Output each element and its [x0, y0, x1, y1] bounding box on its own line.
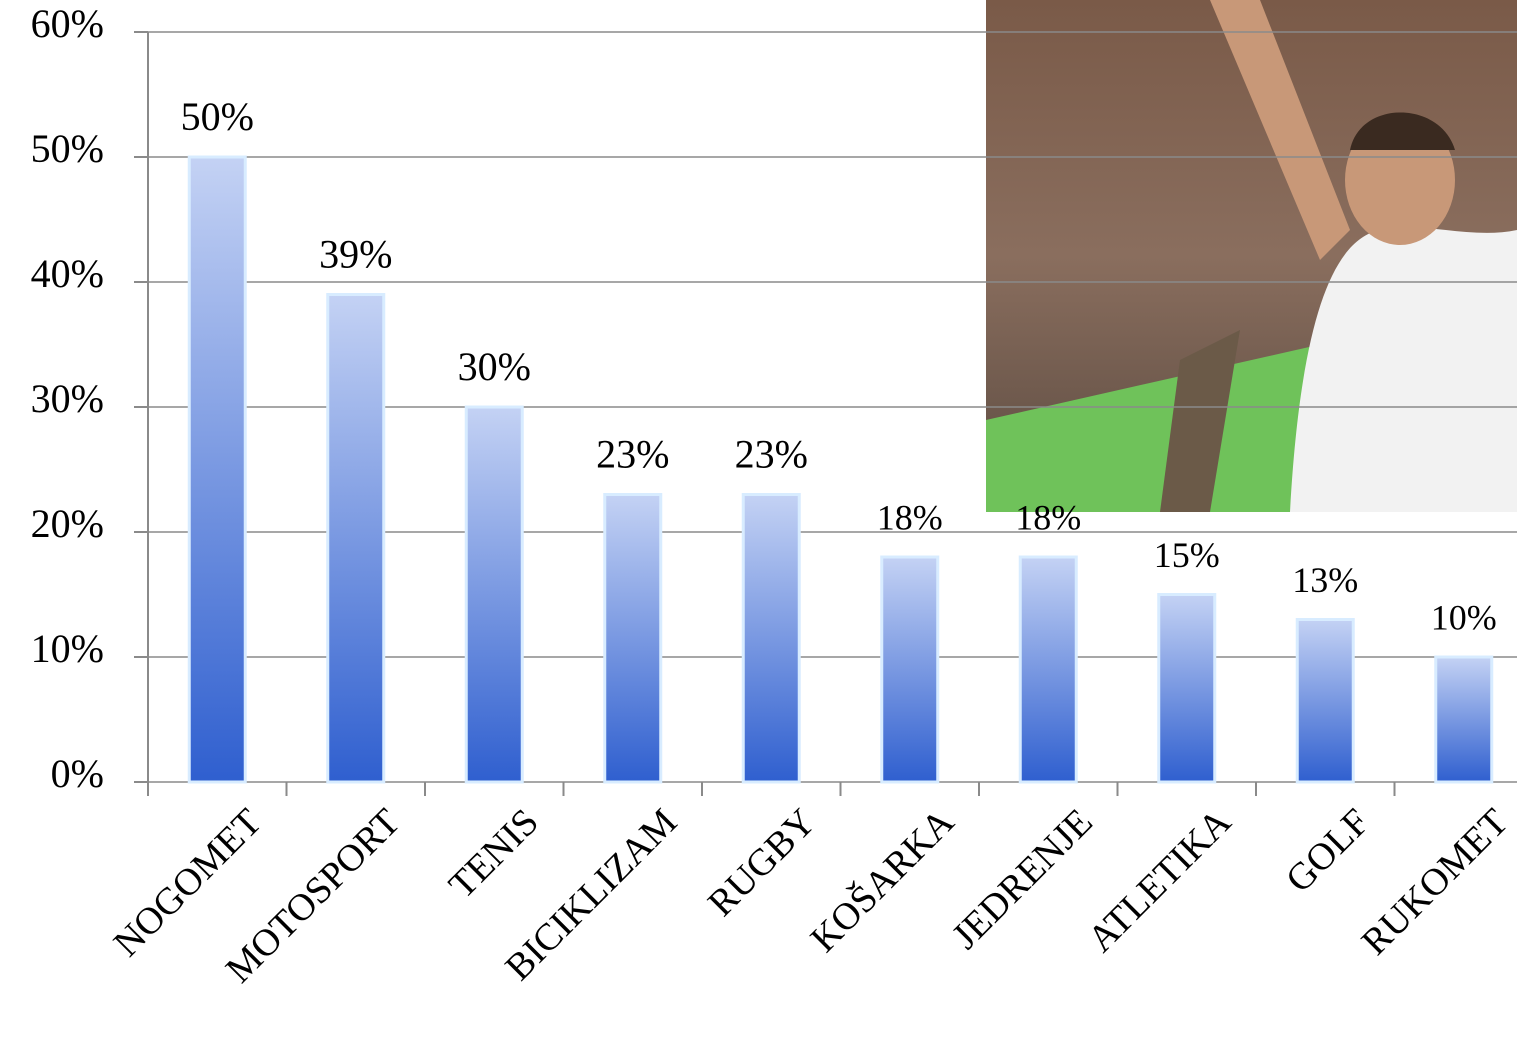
bar — [464, 405, 524, 784]
value-label: 23% — [596, 432, 669, 477]
y-tick-label: 40% — [31, 251, 104, 296]
bar — [1157, 593, 1217, 784]
value-label: 18% — [877, 497, 943, 537]
y-tick-label: 60% — [31, 1, 104, 46]
x-tick-label: JEDRENJE — [944, 801, 1101, 958]
y-tick-label: 20% — [31, 501, 104, 546]
value-label: 39% — [319, 232, 392, 277]
x-tick-label: KOŠARKA — [803, 800, 963, 960]
photo — [986, 0, 1517, 512]
bar — [1295, 618, 1355, 784]
x-tick-label: ATLETIKA — [1080, 800, 1240, 960]
y-tick-label: 30% — [31, 376, 104, 421]
bar — [1434, 655, 1494, 784]
value-label: 50% — [181, 94, 254, 139]
bar — [326, 293, 386, 784]
x-tick-label: GOLF — [1278, 801, 1378, 901]
value-label: 23% — [735, 432, 808, 477]
bar — [603, 493, 663, 784]
value-label: 15% — [1154, 535, 1220, 575]
value-label: 18% — [1015, 497, 1081, 537]
y-tick-label: 0% — [51, 751, 104, 796]
bar — [187, 155, 247, 784]
bar — [1018, 555, 1078, 784]
bar — [741, 493, 801, 784]
bar — [880, 555, 940, 784]
x-tick-label: TENIS — [441, 801, 547, 907]
x-tick-label: RUGBY — [700, 801, 824, 925]
value-label: 10% — [1431, 597, 1497, 637]
y-tick-label: 50% — [31, 126, 104, 171]
value-label: 30% — [458, 344, 531, 389]
value-label: 13% — [1292, 560, 1358, 600]
x-tick-label: RUKOMET — [1354, 801, 1517, 964]
y-tick-label: 10% — [31, 626, 104, 671]
